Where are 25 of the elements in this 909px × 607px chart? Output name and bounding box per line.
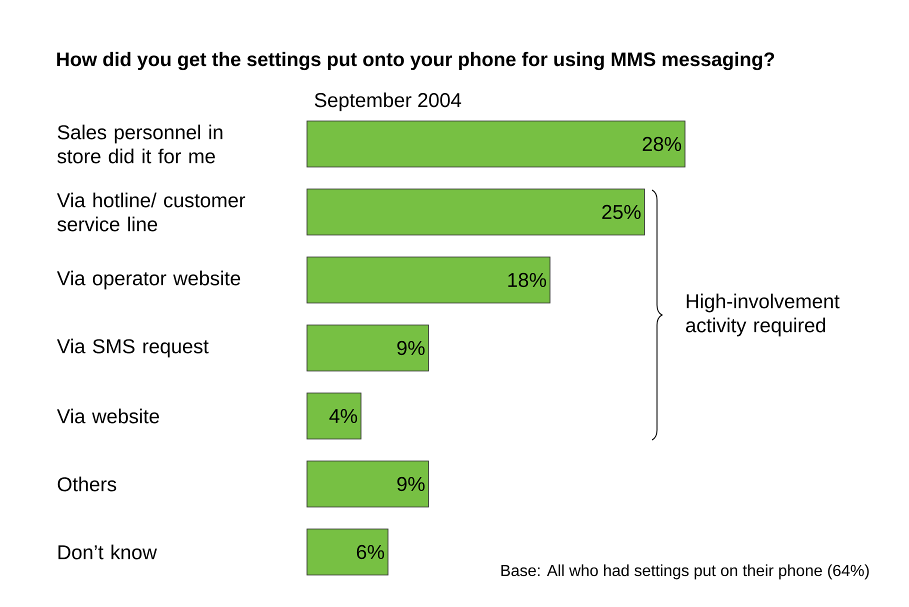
data-label: 25%: [602, 204, 641, 220]
data-label: 28%: [642, 136, 682, 152]
data-label: 6%: [356, 544, 384, 560]
chart-title: How did you get the settings put onto your phone for using MMS messaging?: [57, 52, 774, 70]
data-label: 18%: [508, 272, 546, 288]
bar: [306, 256, 550, 304]
y-tick-label: Via operator website: [56, 270, 240, 290]
y-tick-label: Others: [58, 476, 116, 492]
y-tick-label: Via website: [56, 408, 159, 424]
chart-subtitle: September 2004: [314, 92, 462, 112]
bar: [306, 188, 645, 236]
data-label: 9%: [397, 476, 425, 492]
bar: [306, 392, 362, 440]
y-tick-label: Via hotline/ customer service line: [56, 192, 246, 232]
y-tick-label: Don’t know: [58, 544, 157, 560]
y-tick-label: Sales personnel in store did it for me: [57, 124, 222, 164]
data-label: 9%: [397, 340, 425, 356]
bar: [306, 120, 686, 168]
bar: [306, 460, 429, 508]
text: High-involvement activity required: [686, 294, 840, 336]
annotation: Base: All who had settings put on their phone (64%): [501, 564, 869, 580]
data-label: 4%: [329, 409, 358, 424]
y-tick-label: Via SMS request: [56, 338, 209, 358]
bar: [306, 324, 429, 372]
bar: [306, 528, 388, 576]
